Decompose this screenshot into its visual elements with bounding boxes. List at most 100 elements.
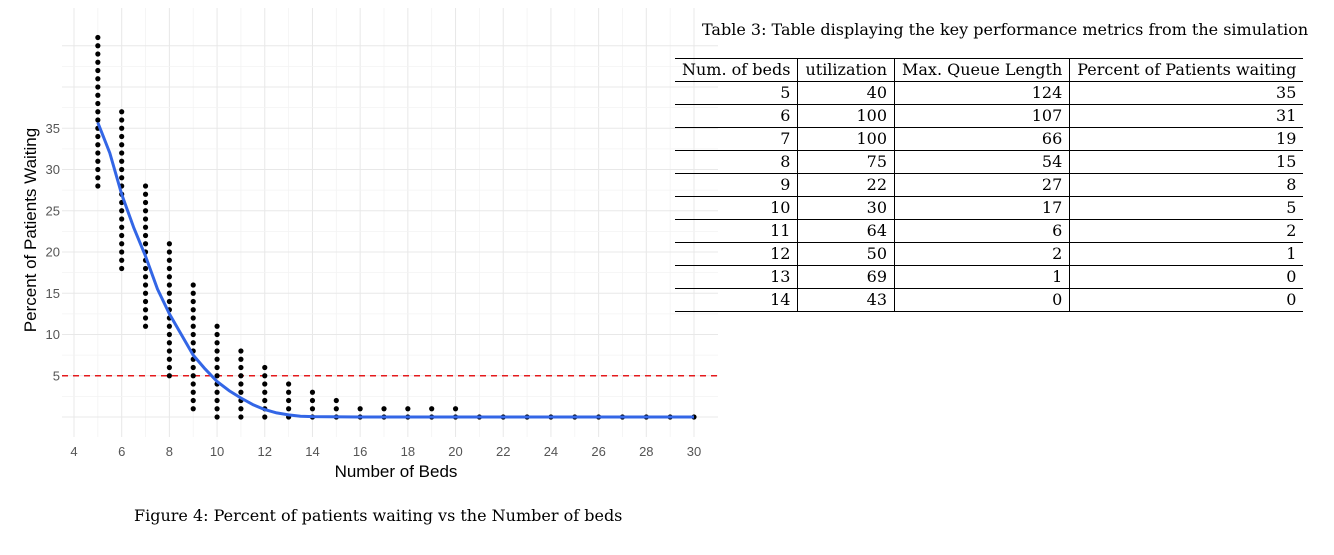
data-point: [142, 282, 149, 288]
table-cell: 43: [797, 288, 895, 312]
data-point: [166, 290, 172, 296]
data-point: [119, 224, 125, 230]
data-point: [190, 290, 196, 296]
data-point: [119, 133, 125, 140]
data-point: [262, 397, 268, 404]
data-point: [119, 216, 125, 222]
x-tick-label: 12: [258, 444, 272, 459]
data-point: [142, 183, 149, 189]
data-point: [166, 282, 172, 288]
table-cell: 124: [893, 81, 1071, 105]
data-point: [95, 84, 101, 90]
data-point: [95, 109, 101, 115]
table-caption: Table 3: Table displaying the key perfor…: [702, 20, 1309, 39]
column-header: Num. of beds: [675, 58, 799, 82]
data-point: [214, 414, 220, 420]
data-point: [238, 389, 244, 395]
table-row: 9 22 27 8: [675, 173, 1304, 197]
data-point: [190, 331, 196, 338]
table-row: 12 50 2 1: [675, 242, 1304, 266]
data-point: [214, 340, 220, 346]
data-point: [119, 158, 125, 164]
table-row: 10 30 17 5: [675, 196, 1304, 220]
data-point: [95, 34, 101, 41]
table-row: 11 64 6 2: [675, 219, 1304, 243]
x-tick-label: 18: [401, 444, 415, 459]
table-cell: 12: [675, 242, 799, 266]
x-tick-label: 14: [305, 444, 319, 459]
table-cell: 8: [675, 150, 799, 174]
grid-lines: [62, 8, 718, 437]
data-point: [119, 166, 125, 173]
x-tick-label: 22: [496, 444, 510, 459]
data-point: [357, 406, 363, 412]
data-point: [142, 298, 149, 305]
data-point: [95, 67, 101, 74]
data-point: [190, 323, 196, 329]
data-point: [166, 249, 172, 255]
x-tick-label: 4: [70, 444, 77, 459]
data-point: [95, 150, 101, 156]
data-point: [166, 364, 172, 371]
table-cell: 1: [1069, 242, 1304, 266]
data-point: [95, 175, 101, 181]
table-row: 13 69 1 0: [675, 265, 1304, 289]
data-point: [95, 166, 101, 173]
data-point: [95, 142, 101, 148]
table-cell: 50: [797, 242, 895, 266]
table-row: 14 43 0 0: [675, 288, 1304, 312]
data-point: [238, 406, 244, 412]
table-cell: 19: [1069, 127, 1304, 151]
data-point: [214, 397, 220, 404]
data-point: [452, 406, 459, 412]
table-cell: 54: [893, 150, 1071, 174]
y-tick-label: 25: [46, 203, 60, 218]
table-cell: 69: [797, 265, 895, 289]
data-point: [190, 373, 196, 379]
data-point: [119, 109, 125, 115]
data-point: [262, 373, 268, 379]
table-cell: 2: [1069, 219, 1304, 243]
data-point: [309, 389, 316, 395]
table-cell: 14: [675, 288, 799, 312]
x-tick-label: 8: [166, 444, 173, 459]
data-point: [190, 397, 196, 404]
data-point: [286, 381, 292, 387]
data-point: [142, 307, 149, 313]
data-point: [166, 373, 172, 379]
table-cell: 107: [893, 104, 1071, 128]
metrics-table: Num. of beds utilization Max. Queue Length…: [675, 58, 1304, 312]
table-cell: 27: [893, 173, 1071, 197]
data-point: [190, 315, 196, 321]
data-point: [142, 290, 149, 296]
data-point: [429, 406, 435, 412]
y-tick-label: 10: [46, 327, 60, 342]
column-header: Percent of Patients waiting: [1069, 58, 1304, 82]
table-cell: 8: [1069, 173, 1304, 197]
x-tick-label: 20: [448, 444, 462, 459]
data-point: [166, 340, 172, 346]
data-point: [95, 51, 101, 57]
data-point: [238, 356, 244, 362]
column-header: Max. Queue Length: [893, 58, 1071, 82]
data-point: [95, 43, 101, 49]
data-point: [190, 381, 196, 387]
data-point: [142, 241, 149, 247]
data-point: [142, 224, 149, 230]
data-point: [142, 199, 149, 206]
table-cell: 100: [797, 104, 895, 128]
table-cell: 0: [893, 288, 1071, 312]
data-point: [119, 265, 125, 272]
chart-figure: 4 6 8 10 12 14 16 18 20 22 24 26 28 30 5 10 15 20 25 30 35 N…: [0, 0, 730, 490]
data-point: [190, 282, 196, 288]
table-cell: 100: [797, 127, 895, 151]
data-point: [214, 331, 220, 338]
data-point: [190, 389, 196, 395]
table-cell: 75: [797, 150, 895, 174]
y-tick-label: 30: [46, 162, 60, 177]
table-cell: 9: [675, 173, 799, 197]
table-cell: 7: [675, 127, 799, 151]
data-point: [95, 92, 101, 98]
data-point: [190, 298, 196, 305]
table-cell: 40: [797, 81, 895, 105]
